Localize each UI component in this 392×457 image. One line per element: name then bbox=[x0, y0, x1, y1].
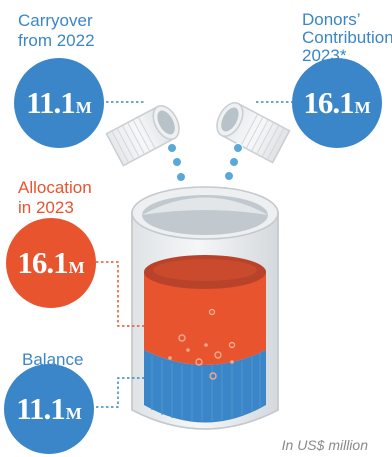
donors-label: Donors’ Contribution 2023* bbox=[302, 11, 392, 65]
donors-label-line2: Contribution bbox=[302, 28, 392, 47]
carryover-label-line1: Carryover bbox=[18, 11, 93, 30]
balance-label: Balance bbox=[22, 350, 83, 370]
balance-label-line1: Balance bbox=[22, 350, 84, 369]
balance-connector bbox=[96, 377, 146, 408]
carryover-label: Carryover from 2022 bbox=[18, 11, 95, 51]
donors-value-circle: 16.1 M bbox=[292, 58, 382, 148]
left-cup-icon bbox=[105, 105, 180, 167]
units-footnote: In US$ million bbox=[281, 437, 368, 453]
donors-label-line1: Donors’ bbox=[302, 10, 361, 29]
allocation-unit: M bbox=[68, 257, 85, 277]
allocation-label: Allocation in 2023 bbox=[18, 178, 92, 218]
right-cup-icon bbox=[216, 102, 291, 164]
balance-value-circle: 11.1 M bbox=[4, 364, 94, 454]
allocation-connector bbox=[96, 261, 146, 327]
carryover-value-circle: 11.1 M bbox=[14, 58, 104, 148]
donors-unit: M bbox=[354, 97, 371, 117]
allocation-label-line1: Allocation bbox=[18, 178, 92, 197]
carryover-value: 11.1 bbox=[26, 85, 76, 120]
allocation-label-line2: in 2023 bbox=[18, 198, 74, 217]
carryover-label-line2: from 2022 bbox=[18, 31, 95, 50]
allocation-value-circle: 16.1 M bbox=[6, 218, 96, 308]
jar-icon bbox=[131, 186, 279, 430]
carryover-unit: M bbox=[75, 97, 92, 117]
donors-value: 16.1 bbox=[303, 85, 354, 120]
balance-value: 11.1 bbox=[16, 391, 66, 426]
allocation-value: 16.1 bbox=[17, 245, 68, 280]
balance-unit: M bbox=[65, 403, 82, 423]
